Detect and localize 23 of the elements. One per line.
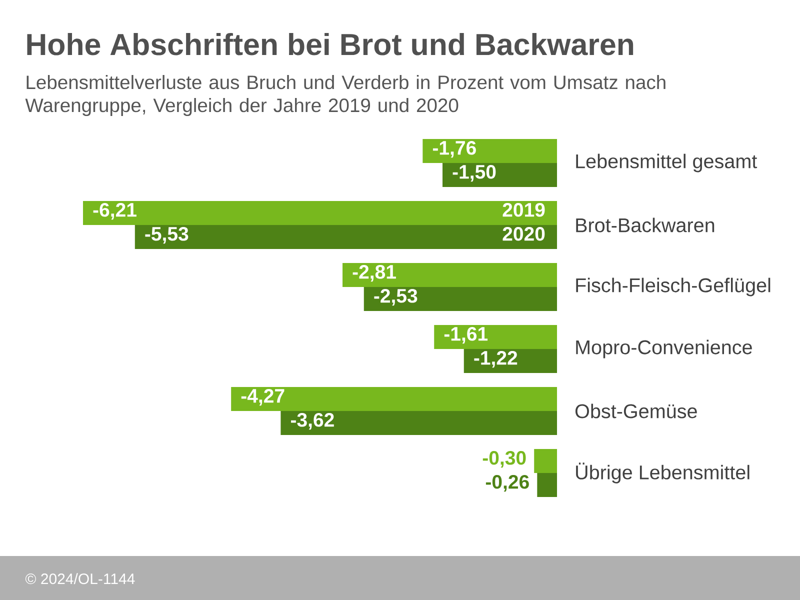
y-tick-label: Fisch-Fleisch-Geflügel xyxy=(576,278,770,296)
data-label: -4,27 xyxy=(241,388,284,406)
data-label: -0,30 xyxy=(482,450,526,468)
y-tick-label: Lebensmittel gesamt xyxy=(576,154,758,172)
data-label: -6,21 xyxy=(93,202,136,220)
data-label: -3,62 xyxy=(291,412,334,430)
series-label: 2019 xyxy=(502,202,545,217)
data-label: -1,76 xyxy=(432,140,476,158)
data-label: -1,50 xyxy=(452,164,496,182)
data-label: -5,53 xyxy=(145,226,188,244)
data-label: -1,22 xyxy=(474,350,518,368)
y-tick-label: Mopro-Convenience xyxy=(576,340,752,358)
chart-title: Hohe Abschriften bei Brot und Backwaren xyxy=(27,32,634,56)
y-tick-label: Brot-Backwaren xyxy=(576,218,714,232)
data-label: -1,61 xyxy=(444,326,488,344)
y-tick-label: Obst-Gemüse xyxy=(575,404,697,418)
y-tick-label: Übrige Lebensmittel xyxy=(576,462,750,484)
data-label: -2,53 xyxy=(374,288,418,306)
series-label: 2020 xyxy=(502,226,545,241)
chart-subtitle: Lebensmittelverluste aus Bruch und Verderb in Prozent vom Umsatz nach Warengruppe, Vergleich der Jahre 2019 und 2020 xyxy=(25,75,666,116)
data-label: -2,81 xyxy=(352,264,396,282)
text: © 2024/OL-1144 xyxy=(25,573,135,584)
data-label: -0,26 xyxy=(486,474,529,492)
